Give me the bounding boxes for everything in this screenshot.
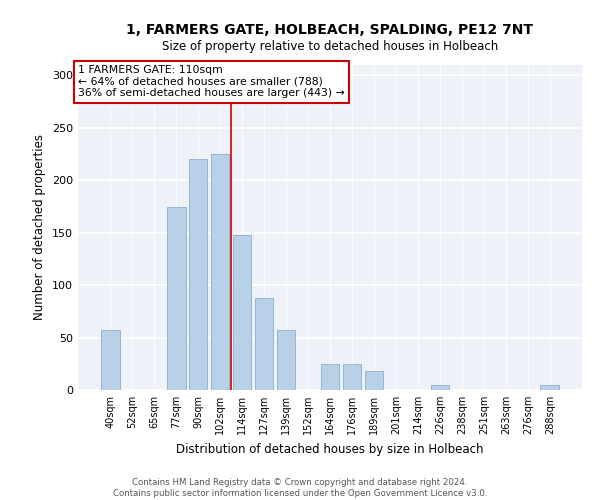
Bar [233,235,251,390]
Text: Size of property relative to detached houses in Holbeach: Size of property relative to detached ho… [162,40,498,53]
Bar [343,364,361,390]
Bar [255,298,274,390]
Bar [101,330,119,390]
Bar [211,154,229,390]
Bar [431,385,449,390]
Bar [167,206,185,390]
Bar [365,371,383,390]
Bar [320,364,340,390]
Bar [541,385,559,390]
X-axis label: Distribution of detached houses by size in Holbeach: Distribution of detached houses by size … [176,442,484,456]
Text: Contains HM Land Registry data © Crown copyright and database right 2024.
Contai: Contains HM Land Registry data © Crown c… [113,478,487,498]
Text: 1, FARMERS GATE, HOLBEACH, SPALDING, PE12 7NT: 1, FARMERS GATE, HOLBEACH, SPALDING, PE1… [127,22,533,36]
Text: 1 FARMERS GATE: 110sqm
← 64% of detached houses are smaller (788)
36% of semi-de: 1 FARMERS GATE: 110sqm ← 64% of detached… [78,65,345,98]
Bar [189,160,208,390]
Bar [277,330,295,390]
Y-axis label: Number of detached properties: Number of detached properties [34,134,46,320]
